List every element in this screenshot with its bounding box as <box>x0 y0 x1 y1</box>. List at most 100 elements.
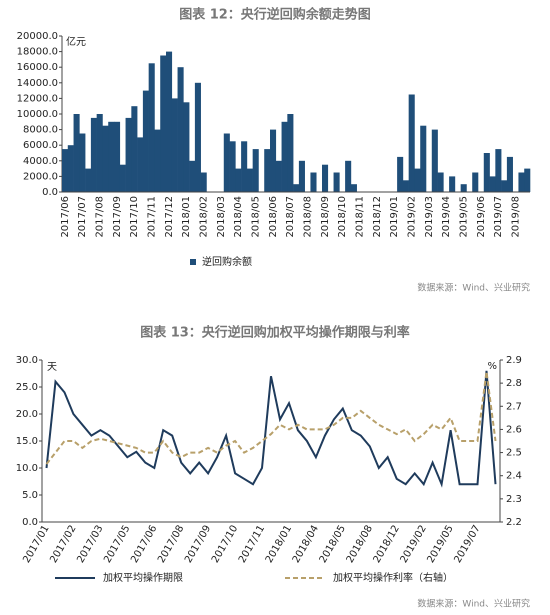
bar <box>350 184 357 192</box>
x-tick-label: 2017/05 <box>102 524 132 565</box>
x-tick-label: 2018/02 <box>199 196 210 238</box>
bar <box>73 114 80 192</box>
bar <box>460 184 467 192</box>
x-tick-label: 2017/03 <box>75 524 105 565</box>
y-axis-label: 天 <box>47 362 57 373</box>
bar <box>472 172 479 192</box>
bar <box>119 164 126 192</box>
bar <box>252 149 259 192</box>
y-tick-label: 4000.0 <box>23 156 58 167</box>
bar <box>235 168 242 192</box>
x-tick-label: 2017/06 <box>129 524 159 565</box>
y-axis-label: 亿元 <box>66 35 86 48</box>
chart-title: 图表 13：央行逆回购加权平均操作期限与利率 <box>140 325 410 341</box>
legend-label: 加权平均操作期限 <box>103 571 183 584</box>
x-tick-label: 2018/05 <box>318 524 348 565</box>
x-tick-label: 2018/12 <box>372 196 383 238</box>
source: 数据来源：Wind、兴业研究 <box>417 598 530 610</box>
bar <box>96 114 103 192</box>
bar <box>125 117 132 192</box>
x-tick-label: 2017/07 <box>77 196 88 238</box>
source: 数据来源：Wind、兴业研究 <box>417 282 530 294</box>
y-tick-label: 30.0 <box>16 355 38 366</box>
x-tick-label: 2019/03 <box>424 196 435 238</box>
x-tick-label: 2018/01 <box>264 524 294 565</box>
legend-swatch <box>190 259 196 265</box>
x-tick-label: 2017/08 <box>95 196 106 238</box>
x-tick-label: 2018/05 <box>251 196 262 238</box>
x-tick-label: 2018/09 <box>320 196 331 238</box>
x-tick-label: 2018/10 <box>337 196 348 238</box>
bar <box>108 121 115 192</box>
y2-tick-label: 2.4 <box>506 471 522 482</box>
x-tick-label: 2018/07 <box>285 196 296 238</box>
bar <box>160 55 167 192</box>
x-tick-label: 2018/04 <box>233 196 244 238</box>
y-tick-label: 10.0 <box>16 463 38 474</box>
line <box>45 370 497 488</box>
bar <box>322 164 329 192</box>
x-tick-label: 2017/01 <box>21 524 51 565</box>
bar <box>79 133 86 192</box>
bar <box>114 121 121 192</box>
y-tick-label: 5.0 <box>22 490 38 501</box>
y-tick-label: 18000.0 <box>17 47 58 58</box>
y2-axis-label: % <box>487 361 497 372</box>
x-tick-label: 2017/10 <box>129 196 140 238</box>
bar <box>431 129 438 192</box>
bar <box>270 129 277 192</box>
bar <box>131 106 138 192</box>
bar <box>275 160 282 192</box>
x-tick-label: 2018/12 <box>372 524 402 565</box>
bar <box>171 98 178 192</box>
x-tick-label: 2018/08 <box>345 524 375 565</box>
y2-tick-label: 2.9 <box>506 355 522 366</box>
x-tick-label: 2018/01 <box>181 196 192 238</box>
bar <box>524 168 531 192</box>
bar <box>246 168 253 192</box>
bar <box>223 133 230 192</box>
bar <box>229 141 236 192</box>
x-tick-label: 2019/05 <box>459 196 470 238</box>
bar <box>102 125 109 192</box>
y2-tick-label: 2.6 <box>506 424 522 435</box>
x-tick-label: 2018/04 <box>291 524 321 565</box>
y2-tick-label: 2.7 <box>506 401 522 412</box>
y-tick-label: 25.0 <box>16 382 38 393</box>
bar <box>137 137 144 192</box>
x-tick-label: 2017/11 <box>147 196 158 238</box>
bar <box>281 121 288 192</box>
x-tick-label: 2017/11 <box>237 524 267 565</box>
bar <box>333 172 340 192</box>
y-tick-label: 15.0 <box>16 436 38 447</box>
bar <box>183 102 190 192</box>
bar <box>293 184 300 192</box>
x-tick-label: 2019/07 <box>452 524 482 565</box>
bar <box>483 153 490 192</box>
bar <box>194 82 201 192</box>
y-tick-label: 16000.0 <box>17 62 58 73</box>
x-tick-label: 2019/02 <box>399 524 429 565</box>
bar <box>495 149 502 192</box>
x-tick-label: 2019/06 <box>476 196 487 238</box>
line <box>45 371 497 465</box>
bar <box>437 172 444 192</box>
bar <box>142 90 149 192</box>
x-tick-label: 2018/06 <box>268 196 279 238</box>
x-tick-label: 2019/01 <box>389 196 400 238</box>
y-tick-label: 2000.0 <box>23 171 58 182</box>
bar <box>449 176 456 192</box>
bar <box>154 129 161 192</box>
bar <box>241 141 248 192</box>
y2-tick-label: 2.3 <box>506 494 522 505</box>
x-tick-label: 2017/09 <box>112 196 123 238</box>
x-tick-label: 2017/12 <box>164 196 175 238</box>
x-tick-label: 2017/02 <box>48 524 78 565</box>
bar <box>62 149 69 192</box>
bar <box>501 180 508 192</box>
y-tick-label: 14000.0 <box>17 78 58 89</box>
bar <box>189 160 196 192</box>
bar <box>264 149 271 192</box>
bar <box>506 156 513 192</box>
